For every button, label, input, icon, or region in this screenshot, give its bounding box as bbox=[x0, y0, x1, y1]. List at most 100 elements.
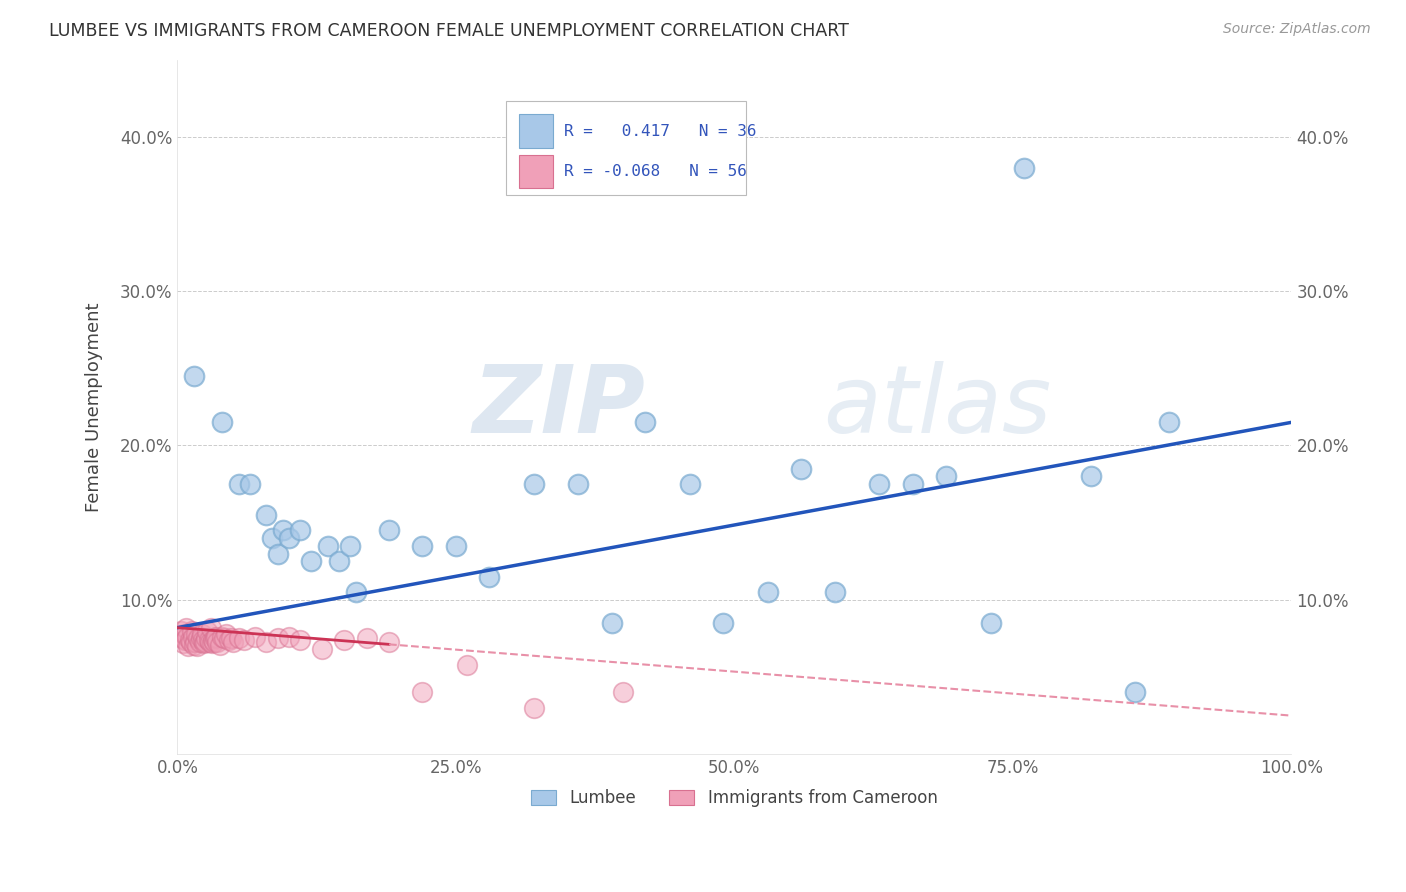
Text: atlas: atlas bbox=[824, 361, 1052, 452]
Point bbox=[193, 636, 215, 650]
Point bbox=[184, 634, 207, 648]
Point bbox=[378, 524, 401, 538]
Point bbox=[190, 632, 212, 646]
Point bbox=[197, 632, 219, 647]
FancyBboxPatch shape bbox=[506, 102, 745, 195]
Point bbox=[1012, 161, 1035, 175]
Point bbox=[228, 632, 250, 646]
Point bbox=[174, 621, 197, 635]
Point bbox=[444, 539, 467, 553]
Point bbox=[215, 627, 238, 641]
Point bbox=[411, 685, 433, 699]
Point bbox=[316, 539, 339, 553]
Point bbox=[277, 531, 299, 545]
Point bbox=[183, 369, 205, 384]
Point bbox=[260, 531, 283, 545]
Point bbox=[205, 630, 228, 644]
Point bbox=[478, 570, 501, 584]
Point bbox=[179, 632, 201, 647]
Point bbox=[194, 634, 217, 648]
Point bbox=[600, 615, 623, 630]
Point bbox=[177, 639, 200, 653]
Legend: Lumbee, Immigrants from Cameroon: Lumbee, Immigrants from Cameroon bbox=[523, 780, 946, 815]
Point bbox=[378, 634, 401, 648]
Point bbox=[288, 632, 311, 647]
Point bbox=[711, 615, 734, 630]
Point bbox=[208, 638, 231, 652]
Point bbox=[181, 630, 204, 644]
Point bbox=[456, 657, 478, 672]
Point bbox=[271, 524, 294, 538]
Point bbox=[344, 585, 367, 599]
Point bbox=[186, 627, 208, 641]
FancyBboxPatch shape bbox=[519, 154, 553, 188]
Point bbox=[198, 634, 221, 648]
Point bbox=[183, 638, 205, 652]
Point bbox=[679, 477, 702, 491]
Point bbox=[180, 624, 202, 638]
Point bbox=[211, 630, 233, 644]
Point bbox=[180, 634, 202, 648]
Point bbox=[256, 508, 278, 522]
Point bbox=[186, 639, 208, 653]
Point bbox=[222, 634, 245, 648]
Point bbox=[311, 642, 333, 657]
Point bbox=[567, 477, 589, 491]
Point bbox=[187, 632, 209, 646]
Point bbox=[288, 524, 311, 538]
Point bbox=[197, 624, 219, 638]
Point bbox=[174, 632, 197, 647]
Point bbox=[756, 585, 779, 599]
Text: Source: ZipAtlas.com: Source: ZipAtlas.com bbox=[1223, 22, 1371, 37]
Point bbox=[202, 634, 225, 648]
Point bbox=[245, 630, 267, 644]
Point bbox=[411, 539, 433, 553]
Point bbox=[188, 634, 211, 648]
Point bbox=[824, 585, 846, 599]
Point bbox=[173, 627, 195, 641]
Point bbox=[207, 634, 229, 648]
Point bbox=[239, 477, 262, 491]
Text: LUMBEE VS IMMIGRANTS FROM CAMEROON FEMALE UNEMPLOYMENT CORRELATION CHART: LUMBEE VS IMMIGRANTS FROM CAMEROON FEMAL… bbox=[49, 22, 849, 40]
Point bbox=[218, 632, 240, 647]
Point bbox=[212, 632, 235, 646]
Text: R = -0.068   N = 56: R = -0.068 N = 56 bbox=[564, 164, 747, 179]
Point bbox=[1125, 685, 1147, 699]
Point bbox=[176, 630, 198, 644]
Point bbox=[356, 632, 378, 646]
Point bbox=[256, 634, 278, 648]
Point bbox=[634, 415, 657, 429]
Point bbox=[191, 627, 214, 641]
Point bbox=[277, 630, 299, 644]
Point bbox=[228, 477, 250, 491]
Point bbox=[339, 539, 361, 553]
Point bbox=[523, 477, 546, 491]
Text: ZIP: ZIP bbox=[472, 361, 645, 453]
Text: R =   0.417   N = 36: R = 0.417 N = 36 bbox=[564, 124, 756, 138]
Point bbox=[980, 615, 1002, 630]
Y-axis label: Female Unemployment: Female Unemployment bbox=[86, 302, 103, 512]
Point bbox=[790, 461, 813, 475]
Point bbox=[211, 415, 233, 429]
Point bbox=[266, 632, 288, 646]
Point bbox=[204, 632, 226, 646]
FancyBboxPatch shape bbox=[519, 114, 553, 148]
Point bbox=[1157, 415, 1180, 429]
Point bbox=[901, 477, 924, 491]
Point bbox=[868, 477, 890, 491]
Point bbox=[333, 632, 356, 647]
Point bbox=[201, 632, 224, 647]
Point bbox=[233, 632, 256, 647]
Point bbox=[191, 632, 214, 647]
Point bbox=[219, 632, 242, 646]
Point bbox=[201, 636, 224, 650]
Point bbox=[299, 554, 322, 568]
Point bbox=[169, 624, 191, 638]
Point bbox=[612, 685, 634, 699]
Point bbox=[328, 554, 350, 568]
Point bbox=[1080, 469, 1102, 483]
Point bbox=[195, 632, 218, 646]
Point bbox=[172, 636, 194, 650]
Point bbox=[266, 547, 288, 561]
Point bbox=[523, 701, 546, 715]
